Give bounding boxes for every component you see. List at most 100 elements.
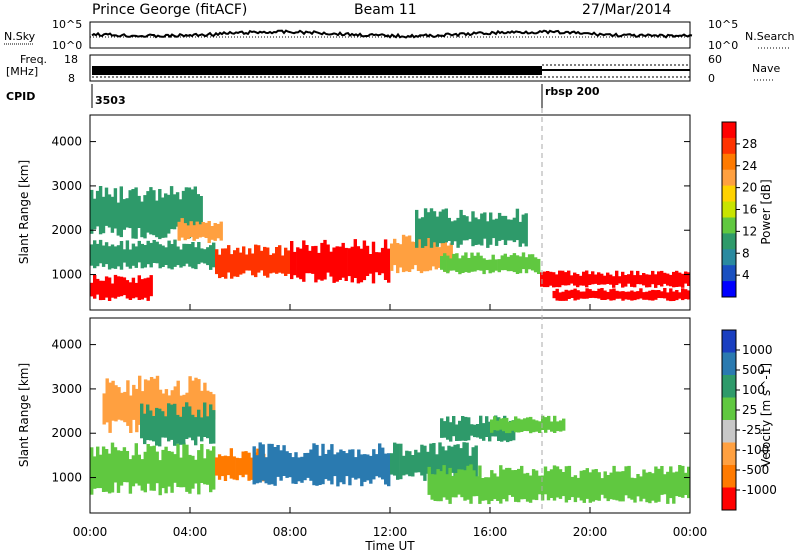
heatmap-cell <box>452 416 456 437</box>
heatmap-cell <box>128 282 133 300</box>
heatmap-cell <box>194 377 198 433</box>
heatmap-cell <box>425 236 430 272</box>
heatmap-cell <box>188 376 192 420</box>
heatmap-cell <box>469 464 473 504</box>
heatmap-cell <box>149 410 153 441</box>
heatmap-cell <box>550 421 554 432</box>
colorbar-tick-label: -500 <box>742 463 769 477</box>
heatmap-cell <box>252 446 256 485</box>
power-ylabel: Slant Range [km] <box>17 160 31 264</box>
heatmap-cell <box>213 223 217 241</box>
heatmap-cell <box>597 272 601 285</box>
heatmap-cell <box>308 250 312 274</box>
heatmap-cell <box>206 449 210 485</box>
velocity-colorbar: 1000 500 100 25 -25 -100 -500 -1000 <box>721 329 777 511</box>
heatmap-cell <box>181 190 186 235</box>
heatmap-cell <box>221 248 225 277</box>
heatmap-cell <box>585 468 589 499</box>
heatmap-cell <box>450 221 454 245</box>
heatmap-cell <box>573 288 577 301</box>
heatmap-cell <box>422 236 427 272</box>
heatmap-cell <box>561 472 566 497</box>
heatmap-cell <box>131 189 135 239</box>
heatmap-cell <box>435 454 439 478</box>
heatmap-cell <box>603 290 607 300</box>
heatmap-cell <box>140 403 144 439</box>
freq-left-tick-top: 18 <box>64 53 78 66</box>
colorbar-swatch <box>722 487 736 511</box>
heatmap-cell <box>672 291 676 301</box>
colorbar-tick-label: 16 <box>742 203 757 217</box>
noise-left-tick-top: 10^5 <box>52 18 82 31</box>
time-axis-label: Time UT <box>364 539 415 553</box>
heatmap-cell <box>642 273 646 286</box>
heatmap-cell <box>567 290 571 299</box>
colorbar-swatch <box>722 397 736 421</box>
heatmap-cell <box>621 471 625 502</box>
heatmap-cell <box>369 455 373 484</box>
heatmap-cell <box>282 445 286 476</box>
heatmap-cell <box>98 186 103 235</box>
heatmap-cell <box>114 385 118 422</box>
heatmap-cell <box>544 417 548 433</box>
heatmap-cell <box>537 258 541 274</box>
heatmap-cell <box>621 271 625 288</box>
heatmap-cell <box>215 457 219 476</box>
heatmap-cell <box>186 225 190 239</box>
heatmap-cell <box>606 272 610 284</box>
heatmap-cell <box>176 246 180 266</box>
heatmap-cell <box>269 254 273 274</box>
heatmap-cell <box>474 217 478 245</box>
heatmap-cell <box>398 244 403 268</box>
heatmap-cell <box>219 221 223 241</box>
heatmap-cell <box>348 449 352 486</box>
heatmap-cell <box>660 270 664 287</box>
heatmap-cell <box>164 193 168 238</box>
heatmap-cell <box>684 271 688 284</box>
heatmap-cell <box>93 275 97 299</box>
heatmap-cell <box>579 275 583 286</box>
heatmap-cell <box>321 443 325 485</box>
noise-right-tick-top: 10^5 <box>708 18 738 31</box>
heatmap-cell <box>212 410 216 444</box>
heatmap-cell <box>603 471 607 499</box>
heatmap-cell <box>630 290 634 301</box>
heatmap-cell <box>315 444 319 486</box>
heatmap-cell <box>488 421 492 442</box>
heatmap-cell <box>555 274 559 288</box>
heatmap-cell <box>302 240 306 282</box>
heatmap-cell <box>414 449 418 473</box>
heatmap-cell <box>463 470 467 501</box>
heatmap-cell <box>500 255 504 271</box>
heatmap-cell <box>527 254 532 270</box>
beam-title: Beam 11 <box>354 2 417 18</box>
heatmap-cell <box>505 467 509 502</box>
heatmap-cell <box>455 253 459 272</box>
heatmap-cell <box>553 415 557 433</box>
heatmap-cell <box>485 259 489 271</box>
heatmap-cell <box>532 419 536 433</box>
heatmap-cell <box>678 272 682 287</box>
heatmap-cell <box>600 478 604 495</box>
heatmap-cell <box>413 242 418 266</box>
heatmap-cell <box>579 291 583 299</box>
heatmap-cell <box>356 246 361 284</box>
heatmap-cell <box>441 446 445 475</box>
heatmap-cell <box>93 456 97 489</box>
heatmap-cell <box>549 469 554 498</box>
heatmap-cell <box>188 406 192 438</box>
heatmap-cell <box>456 444 460 474</box>
heatmap-cell <box>176 414 180 444</box>
heatmap-cell <box>426 451 430 474</box>
colorbar-tick-label: 1000 <box>742 343 773 357</box>
heatmap-cell <box>444 208 448 243</box>
heatmap-cell <box>543 466 548 495</box>
heatmap-cell <box>345 453 349 477</box>
heatmap-cell <box>173 403 177 446</box>
heatmap-cell <box>344 247 348 281</box>
heatmap-cell <box>195 221 199 239</box>
heatmap-cell <box>402 455 406 476</box>
heatmap-cell <box>645 291 649 300</box>
heatmap-cell <box>444 450 448 481</box>
heatmap-cell <box>552 465 557 501</box>
